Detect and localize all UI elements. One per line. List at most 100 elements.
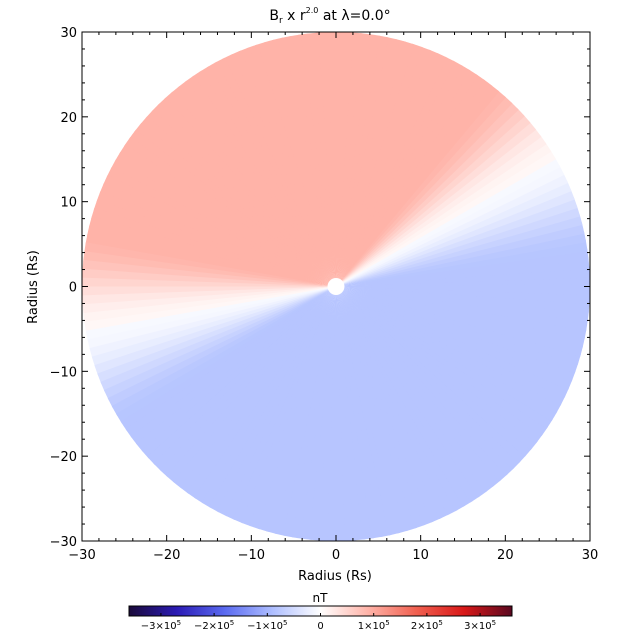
field-sector	[336, 286, 573, 391]
colorbar-tick-label: −2×105	[194, 619, 234, 632]
field-sector	[128, 129, 336, 287]
colorbar-tick-label: 1×105	[358, 619, 390, 632]
field-sector	[336, 286, 502, 488]
field-sector	[81, 277, 337, 290]
field-sector	[336, 52, 448, 287]
field-sector	[164, 91, 336, 287]
field-sector	[114, 151, 337, 287]
field-sector	[232, 286, 336, 524]
field-sector	[336, 286, 553, 429]
field-sector	[184, 75, 336, 287]
field-sector	[318, 286, 336, 541]
colorbar-tick-label: 3×105	[464, 619, 496, 632]
field-sector	[120, 286, 336, 432]
field-sector	[83, 251, 336, 287]
field-sector	[191, 70, 336, 287]
field-sector	[336, 286, 587, 340]
field-sector	[179, 286, 336, 494]
colorbar-ticks: −3×105 −2×105 −1×105 0 1×105 2×105 3×105	[141, 613, 496, 632]
field-sector	[151, 103, 336, 287]
y-tick-label: 20	[60, 111, 77, 126]
field-sector	[336, 286, 549, 437]
field-sector	[336, 41, 415, 287]
field-sector	[336, 79, 493, 287]
field-sector	[336, 134, 547, 287]
field-sector	[336, 283, 591, 296]
x-axis-label: Radius (Rs)	[298, 569, 372, 584]
field-sector	[96, 191, 336, 287]
y-tick-label: 0	[69, 281, 77, 296]
occulter-disk	[327, 278, 345, 295]
field-disk	[81, 31, 591, 542]
field-sector	[336, 34, 381, 287]
field-sector	[119, 144, 336, 287]
field-sector	[216, 286, 336, 517]
field-sector	[265, 286, 336, 535]
field-sector	[141, 286, 336, 459]
x-tick-label: 30	[582, 548, 599, 563]
x-tick-label: 20	[497, 548, 514, 563]
y-tick-label: −30	[50, 535, 77, 550]
field-sector	[336, 286, 515, 476]
colorbar-label: nT	[313, 591, 329, 605]
field-sector	[159, 286, 336, 478]
field-sector	[88, 216, 336, 287]
field-sector	[336, 32, 354, 287]
field-sector	[336, 69, 479, 287]
field-sector	[336, 89, 506, 287]
field-sector	[336, 286, 585, 349]
field-sector	[336, 286, 544, 444]
field-sector	[309, 286, 336, 541]
field-sector	[172, 286, 336, 489]
field-sector	[336, 286, 566, 406]
field-sector	[291, 286, 336, 539]
colorbar-tick-label: −1×105	[247, 619, 287, 632]
field-sector	[336, 95, 513, 287]
x-tick-label: −30	[68, 548, 95, 563]
field-sector	[274, 286, 336, 536]
field-sector	[147, 286, 336, 466]
field-sector	[336, 286, 508, 482]
field-sector	[193, 286, 336, 504]
field-sector	[166, 286, 336, 484]
field-sector	[336, 286, 588, 331]
x-tick-label: −20	[153, 548, 180, 563]
field-sector	[336, 286, 576, 382]
chart-title: Br x r2.0 at λ=0.0°	[269, 6, 390, 26]
field-sector	[336, 286, 521, 470]
field-sector	[336, 49, 440, 287]
y-tick-label: 30	[60, 26, 77, 41]
field-sector	[336, 74, 486, 287]
field-sector	[111, 286, 336, 417]
field-sector	[336, 286, 495, 493]
field-sector	[123, 136, 336, 287]
field-sector	[177, 80, 336, 287]
field-sector	[336, 37, 398, 287]
axis-ticks: −30 −20 −10 0 10 20 30 −30 −20 −10 0 10 20 30	[50, 26, 599, 563]
field-sector	[336, 35, 389, 287]
x-tick-label: −10	[238, 548, 265, 563]
field-sector	[157, 97, 336, 287]
y-tick-label: 10	[60, 196, 77, 211]
field-sector	[336, 286, 581, 366]
field-sector	[336, 107, 525, 287]
field-sector	[336, 46, 432, 287]
field-sector	[240, 286, 336, 527]
field-sector	[186, 286, 336, 499]
field-sector	[85, 233, 336, 287]
field-sector	[336, 114, 531, 287]
field-sector	[209, 286, 336, 513]
field-sector	[336, 286, 538, 451]
field-sector	[336, 56, 456, 287]
field-sector	[130, 286, 336, 446]
field-sector	[106, 167, 336, 287]
field-sector	[249, 286, 336, 530]
field-sector	[336, 286, 481, 503]
y-axis-label: Radius (Rs)	[26, 250, 41, 324]
field-sector	[336, 286, 466, 512]
field-sector	[84, 242, 337, 287]
field-sector	[336, 286, 579, 374]
field-sector	[336, 156, 561, 287]
field-sector	[201, 286, 336, 509]
